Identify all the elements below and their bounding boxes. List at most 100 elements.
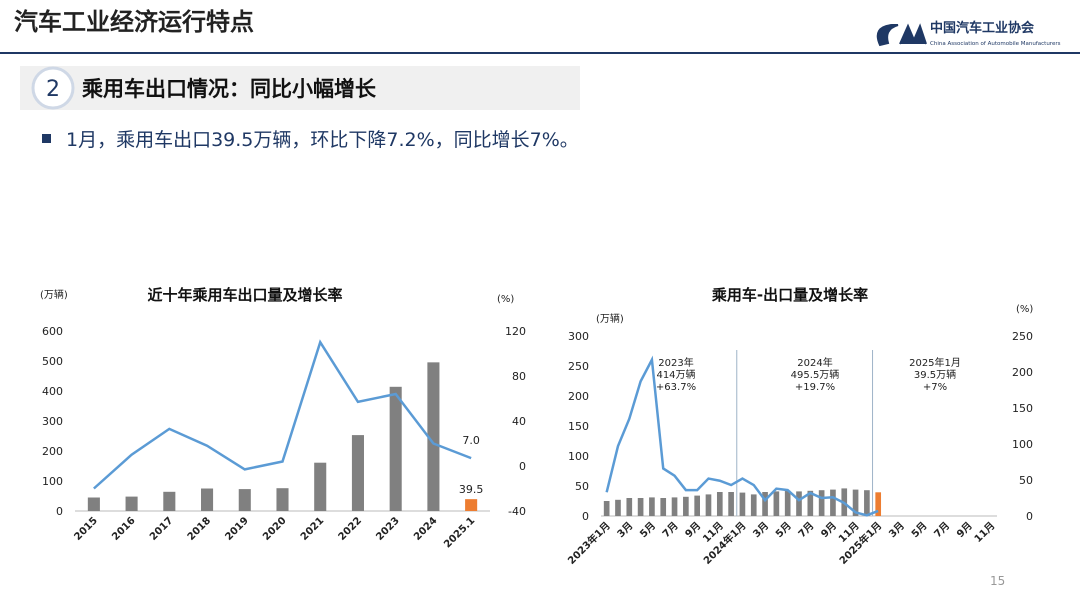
y-axis-unit: (万辆): [596, 312, 624, 325]
line-series: [605, 355, 879, 517]
bar-data-label: 39.5: [459, 483, 484, 496]
bar: [351, 435, 364, 511]
bar: [626, 498, 633, 516]
bar: [818, 490, 825, 516]
period-annotation: +63.7%: [656, 382, 696, 393]
bar: [830, 489, 836, 516]
y-tick-label: 300: [42, 415, 63, 428]
y2-tick-label: 0: [519, 460, 526, 473]
y2-tick-label: 80: [512, 370, 526, 383]
bar: [314, 462, 327, 511]
bullet-text: 1月，乘用车出口39.5万辆，环比下降7.2%，同比增长7%。: [66, 129, 579, 151]
bar: [125, 496, 138, 511]
bar: [238, 489, 251, 511]
bar: [875, 492, 882, 516]
y-tick-label: 200: [42, 445, 63, 458]
org-name: 中国汽车工业协会: [930, 20, 1035, 36]
x-tick-label: 2021: [299, 515, 326, 542]
x-tick-label: 2015: [73, 515, 100, 542]
period-annotation: 2023年: [658, 356, 693, 369]
x-tick-label: 3月: [886, 520, 906, 540]
period-annotation: 495.5万辆: [791, 368, 840, 381]
x-tick-label: 2020: [261, 515, 288, 542]
bar: [796, 491, 802, 516]
bar: [163, 491, 176, 511]
bar: [201, 488, 214, 511]
y-tick-label: 0: [56, 505, 63, 518]
bar: [649, 497, 655, 516]
page-number: 15: [990, 574, 1005, 588]
bullet-mark: [42, 134, 51, 143]
y2-tick-label: 120: [505, 325, 526, 338]
section-number: 2: [46, 77, 60, 102]
x-tick-label: 3月: [615, 520, 635, 540]
x-tick-label: 2025.1: [442, 515, 477, 550]
chart-title: 近十年乘用车出口量及增长率: [147, 286, 342, 304]
bar: [762, 492, 768, 516]
y2-tick-label: 40: [512, 415, 526, 428]
y-tick-label: 200: [568, 390, 589, 403]
bar: [694, 495, 700, 516]
x-tick-label: 3月: [751, 520, 771, 540]
y-tick-label: 600: [42, 325, 63, 338]
bar: [427, 362, 440, 511]
x-tick-label: 5月: [638, 520, 658, 540]
bar: [671, 497, 678, 516]
period-annotation: 2025年1月: [909, 356, 961, 369]
x-tick-label: 11月: [972, 520, 997, 545]
bar: [683, 496, 689, 516]
bar: [615, 499, 621, 516]
x-tick-label: 2018: [186, 515, 213, 542]
bar: [852, 489, 859, 516]
x-tick-label: 5月: [909, 520, 929, 540]
bar: [276, 488, 289, 511]
title-rule: [0, 52, 1080, 54]
y2-axis-unit: (%): [1016, 304, 1033, 315]
period-annotation: +7%: [923, 382, 947, 393]
x-tick-label: 2019: [223, 515, 250, 542]
bar: [728, 492, 734, 516]
y2-tick-label: 200: [1012, 366, 1033, 379]
org-name-en: China Association of Automobile Manufact…: [930, 41, 1061, 47]
x-tick-label: 2016: [110, 515, 137, 542]
x-tick-label: 2023年1月: [565, 519, 613, 567]
y-tick-label: 150: [568, 420, 589, 433]
bar: [750, 494, 757, 516]
y-tick-label: 100: [42, 475, 63, 488]
y2-tick-label: 150: [1012, 402, 1033, 415]
bar: [637, 498, 644, 516]
y-tick-label: 100: [568, 450, 589, 463]
x-tick-label: 7月: [932, 520, 952, 540]
y2-tick-label: 100: [1012, 438, 1033, 451]
bar: [603, 501, 610, 516]
y2-tick-label: 250: [1012, 330, 1033, 343]
x-tick-label: 2017: [148, 515, 175, 542]
period-annotation: 414万辆: [656, 368, 695, 381]
bar: [739, 492, 746, 516]
x-tick-label: 2023: [374, 515, 401, 542]
bar: [389, 386, 402, 511]
period-annotation: +19.7%: [795, 382, 835, 393]
slide-title: 汽车工业经济运行特点: [14, 8, 254, 36]
y-tick-label: 300: [568, 330, 589, 343]
y2-tick-label: 50: [1019, 474, 1033, 487]
x-tick-label: 7月: [660, 520, 680, 540]
x-tick-label: 2024: [412, 515, 439, 542]
y2-axis-unit: (%): [497, 294, 514, 305]
chart-title: 乘用车-出口量及增长率: [711, 286, 868, 304]
line-data-label: 7.0: [462, 434, 480, 447]
y-tick-label: 50: [575, 480, 589, 493]
bar: [465, 499, 478, 511]
y-tick-label: 250: [568, 360, 589, 373]
bar: [660, 498, 667, 516]
x-tick-label: 2022: [337, 515, 364, 542]
period-annotation: 2024年: [797, 356, 832, 369]
section-badge: [31, 66, 75, 110]
section-title: 乘用车出口情况：同比小幅增长: [81, 77, 377, 101]
bar: [807, 490, 814, 516]
x-tick-label: 5月: [773, 520, 793, 540]
bar: [864, 490, 870, 516]
y2-tick-label: -40: [508, 505, 526, 518]
section-band: [20, 66, 580, 110]
